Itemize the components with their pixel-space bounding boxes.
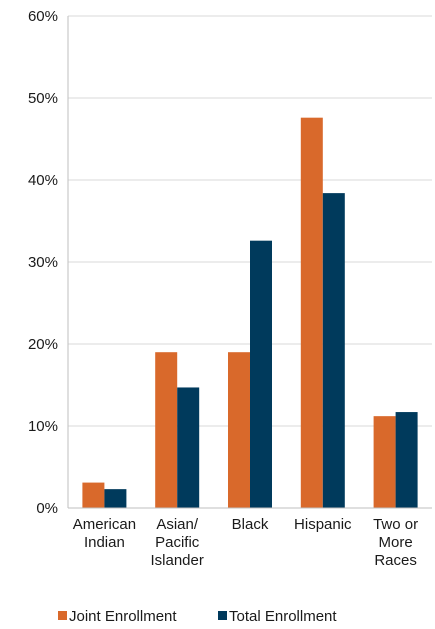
bar-joint-3 <box>300 117 323 509</box>
y-tick-label-50: 50% <box>28 90 58 107</box>
bar-joint-1 <box>155 352 178 508</box>
x-tick-label-4: Two or More Races <box>373 516 418 569</box>
bar-total-2 <box>250 240 272 508</box>
legend-total-enrollment-swatch <box>218 611 227 620</box>
y-tick-label-60: 60% <box>28 8 58 25</box>
legend-total-enrollment-label: Total Enrollment <box>229 608 337 625</box>
x-tick-label-0: American Indian <box>73 516 136 551</box>
y-tick-label-30: 30% <box>28 254 58 271</box>
bar-total-1 <box>177 387 200 508</box>
y-tick-label-0: 0% <box>36 500 58 517</box>
bar-total-0 <box>104 489 127 508</box>
legend-joint-enrollment-label: Joint Enrollment <box>69 608 177 625</box>
y-tick-label-40: 40% <box>28 172 58 189</box>
y-tick-label-20: 20% <box>28 336 58 353</box>
legend-joint-enrollment-swatch <box>58 611 67 620</box>
bar-joint-4 <box>373 416 396 508</box>
x-tick-label-3: Hispanic <box>294 516 352 533</box>
bar-total-3 <box>322 193 345 508</box>
x-tick-label-1: Asian/Pacific Islander <box>151 516 204 569</box>
bar-joint-0 <box>82 482 105 508</box>
bar-total-4 <box>395 412 418 508</box>
y-tick-label-10: 10% <box>28 418 58 435</box>
bar-joint-2 <box>228 352 250 508</box>
x-tick-label-2: Black <box>232 516 269 533</box>
